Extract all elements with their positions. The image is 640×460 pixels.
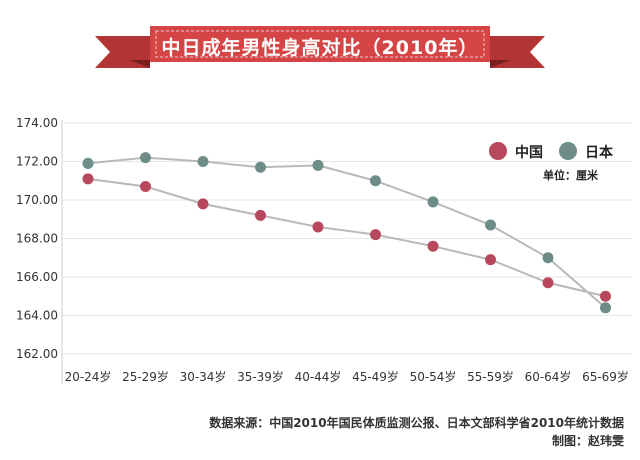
data-point-china bbox=[542, 277, 554, 289]
data-point-china bbox=[370, 229, 381, 241]
data-point-japan bbox=[197, 156, 209, 167]
banner-body bbox=[150, 26, 490, 62]
legend-dot-china bbox=[489, 142, 507, 160]
series-line-china bbox=[87, 177, 606, 298]
series-layer bbox=[82, 152, 611, 314]
chart-title: 中日成年男性身高对比（2010年） bbox=[161, 37, 479, 59]
y-tick-label: 172.00 bbox=[16, 155, 58, 169]
x-tick-label: 45-49岁 bbox=[352, 369, 399, 384]
legend-label-japan: 日本 bbox=[585, 145, 613, 161]
x-tick-label: 60-64岁 bbox=[525, 369, 572, 384]
x-tick-label: 20-24岁 bbox=[65, 369, 112, 384]
data-point-china bbox=[485, 254, 496, 266]
y-tick-label: 174.00 bbox=[16, 116, 58, 130]
x-tick-label: 30-34岁 bbox=[180, 369, 227, 384]
y-tick-label: 168.00 bbox=[16, 232, 58, 246]
data-point-china bbox=[140, 181, 151, 193]
data-point-china bbox=[255, 209, 266, 221]
y-tick-label: 162.00 bbox=[16, 347, 58, 361]
data-source-note: 数据来源：中国2010年国民体质监测公报、日本文部科学省2010年统计数据 bbox=[209, 416, 624, 430]
title-banner bbox=[95, 26, 545, 68]
chart-maker-credit: 制图：赵玮雯 bbox=[551, 434, 624, 448]
legend-dot-japan bbox=[559, 142, 577, 160]
data-point-japan bbox=[140, 152, 151, 164]
data-point-japan bbox=[82, 157, 94, 169]
x-axis: 20-24岁 25-29岁 30-34岁 35-39岁 40-44岁 45-49岁 50-5… bbox=[65, 369, 629, 384]
data-point-japan bbox=[542, 252, 554, 264]
banner-left-fold bbox=[130, 60, 150, 68]
legend: 中国 日本 bbox=[489, 140, 629, 164]
y-tick-label: 164.00 bbox=[16, 309, 58, 323]
banner-right-fold bbox=[490, 60, 510, 68]
data-point-japan bbox=[600, 302, 611, 314]
x-tick-label: 65-69岁 bbox=[582, 369, 629, 384]
y-axis: 162.00 164.00 166.00 168.00 170.00 172.00 174.… bbox=[16, 116, 632, 384]
unit-label: 单位：厘米 bbox=[543, 169, 598, 182]
data-point-japan bbox=[370, 175, 381, 187]
data-point-japan bbox=[427, 196, 439, 208]
series-line-japan bbox=[87, 156, 607, 309]
x-tick-label: 25-29岁 bbox=[122, 369, 169, 384]
data-point-china bbox=[600, 290, 611, 302]
data-point-japan bbox=[312, 159, 324, 171]
y-tick-label: 170.00 bbox=[16, 193, 58, 207]
data-point-china bbox=[312, 221, 324, 233]
x-tick-label: 35-39岁 bbox=[237, 369, 284, 384]
x-tick-label: 40-44岁 bbox=[295, 369, 342, 384]
legend-label-china: 中国 bbox=[515, 145, 543, 161]
data-point-china bbox=[82, 173, 94, 185]
data-point-china bbox=[427, 240, 439, 252]
data-point-china bbox=[197, 198, 209, 210]
data-point-japan bbox=[255, 161, 266, 173]
x-tick-label: 50-54岁 bbox=[410, 369, 457, 384]
y-tick-label: 166.00 bbox=[16, 270, 58, 284]
data-point-japan bbox=[485, 219, 496, 231]
x-tick-label: 55-59岁 bbox=[467, 369, 514, 384]
